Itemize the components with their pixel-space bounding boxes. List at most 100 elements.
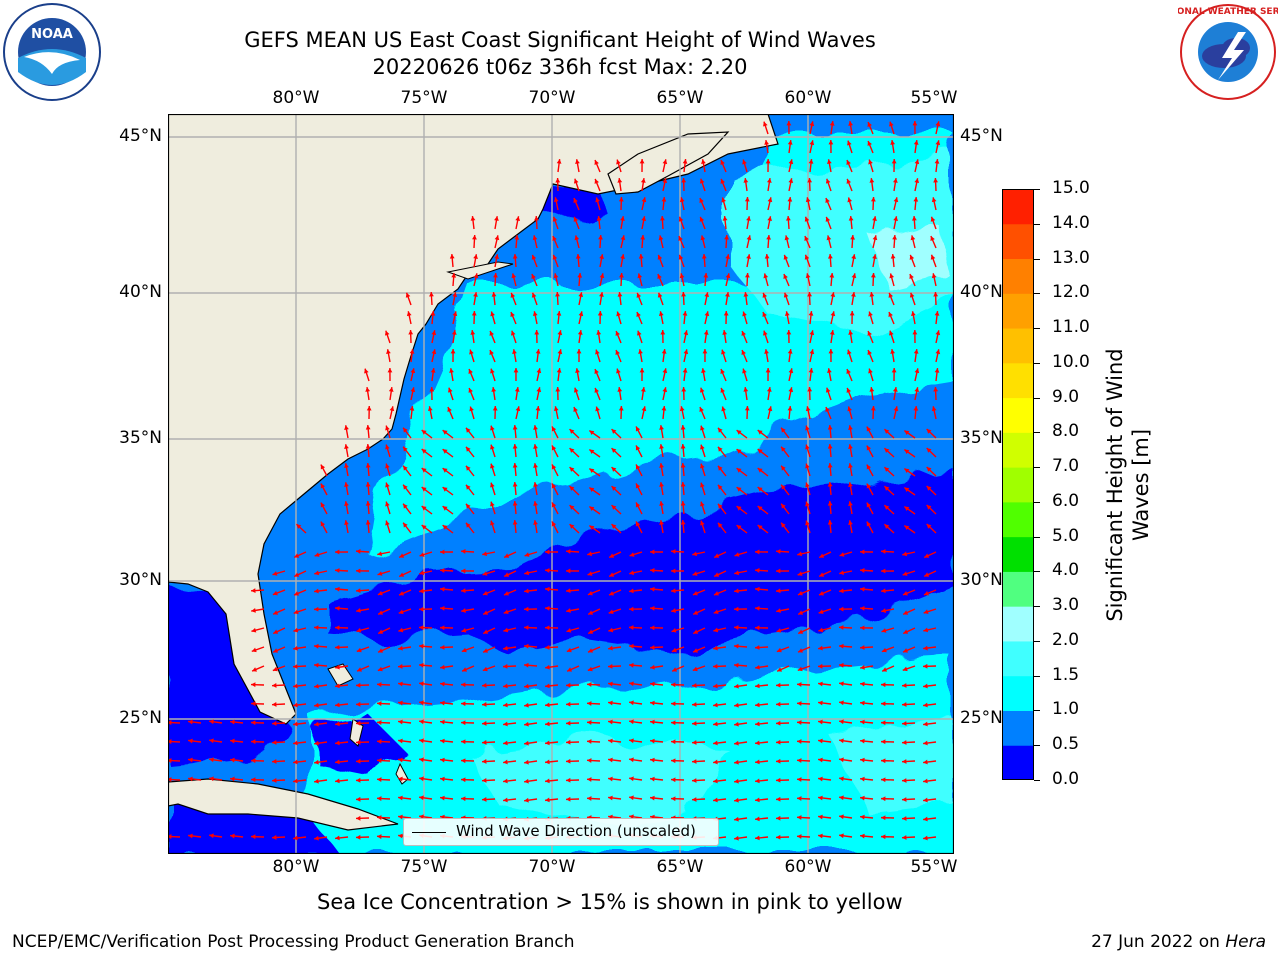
wave-direction-arrowhead bbox=[923, 683, 928, 689]
wave-direction-arrowhead bbox=[419, 552, 425, 557]
wave-direction-arrowhead bbox=[839, 795, 844, 801]
wave-direction-arrowhead bbox=[926, 485, 932, 491]
wave-direction-arrowhead bbox=[385, 425, 390, 431]
wave-direction-arrowhead bbox=[805, 463, 810, 469]
wave-direction-arrowhead bbox=[461, 588, 466, 594]
wave-direction-arrowhead bbox=[440, 568, 445, 573]
wave-direction-arrowhead bbox=[641, 216, 647, 222]
wave-direction-arrowhead bbox=[510, 292, 516, 298]
colorbar-segment bbox=[1002, 606, 1034, 642]
wave-direction-arrowhead bbox=[344, 520, 349, 525]
wave-direction-arrowhead bbox=[629, 757, 634, 763]
wave-direction-arrowhead bbox=[914, 387, 920, 393]
wave-direction-arrowhead bbox=[763, 330, 768, 336]
wave-direction-arrowhead bbox=[717, 446, 723, 452]
wave-direction-arrowhead bbox=[608, 719, 613, 725]
wave-direction-arrowhead bbox=[805, 197, 811, 203]
wave-direction-arrowhead bbox=[490, 501, 495, 507]
wave-direction-arrowhead bbox=[635, 426, 641, 432]
wave-direction-arrowhead bbox=[827, 463, 833, 468]
colorbar-border bbox=[1002, 189, 1034, 780]
wave-direction-arrowhead bbox=[335, 625, 340, 631]
colorbar-segment bbox=[1002, 640, 1034, 677]
wave-direction-arrowhead bbox=[797, 571, 803, 576]
wave-direction-arrowhead bbox=[273, 610, 279, 615]
wave-direction-arrowhead bbox=[629, 552, 635, 557]
wave-direction-arrowhead bbox=[818, 757, 823, 763]
wave-direction-arrowhead bbox=[868, 159, 873, 165]
land-north-america bbox=[168, 114, 779, 725]
wave-direction-arrowhead bbox=[672, 667, 678, 672]
wave-direction-arrowhead bbox=[344, 425, 349, 430]
wave-direction-arrowhead bbox=[650, 757, 655, 763]
wave-direction-arrowhead bbox=[869, 292, 875, 297]
wave-direction-arrowhead bbox=[717, 465, 723, 471]
wave-direction-arrowhead bbox=[828, 140, 834, 145]
wave-direction-arrowhead bbox=[577, 330, 583, 335]
wave-direction-arrowhead bbox=[923, 835, 928, 841]
wave-direction-arrowhead bbox=[403, 503, 408, 509]
wave-direction-arrowhead bbox=[188, 833, 193, 839]
wave-direction-arrowhead bbox=[680, 425, 686, 430]
wave-direction-arrowhead bbox=[406, 311, 412, 317]
wave-direction-arrowhead bbox=[470, 216, 476, 221]
wave-direction-arrowhead bbox=[829, 330, 835, 335]
wave-direction-arrowhead bbox=[629, 625, 634, 630]
wave-direction-arrowhead bbox=[734, 740, 739, 746]
wave-direction-arrowhead bbox=[650, 605, 655, 611]
wave-direction-arrowhead bbox=[818, 814, 823, 820]
wave-direction-arrowhead bbox=[640, 178, 646, 183]
wave-direction-arrowhead bbox=[636, 330, 642, 336]
wave-direction-arrowhead bbox=[787, 406, 793, 411]
wave-direction-arrowhead bbox=[314, 721, 319, 727]
wave-direction-arrowhead bbox=[405, 292, 411, 298]
wave-direction-arrowhead bbox=[683, 349, 689, 355]
wave-direction-arrowhead bbox=[827, 482, 833, 487]
wave-direction-arrowhead bbox=[734, 662, 739, 668]
wave-direction-arrowhead bbox=[587, 590, 593, 596]
wave-direction-arrowhead bbox=[860, 795, 865, 801]
wave-direction-arrowhead bbox=[650, 719, 655, 725]
wave-direction-arrowhead bbox=[827, 368, 832, 373]
wave-direction-arrowhead bbox=[870, 197, 876, 202]
wave-direction-arrowhead bbox=[797, 590, 803, 596]
wave-direction-arrowhead bbox=[536, 368, 542, 374]
wave-direction-arrowhead bbox=[377, 701, 382, 706]
wave-direction-arrowhead bbox=[589, 430, 595, 436]
wave-direction-arrowhead bbox=[188, 776, 193, 782]
wave-direction-arrowhead bbox=[272, 683, 277, 688]
wave-direction-arrowhead bbox=[503, 759, 508, 765]
wave-direction-arrowhead bbox=[827, 425, 833, 430]
wave-direction-arrowhead bbox=[818, 591, 824, 596]
wave-direction-arrowhead bbox=[650, 738, 655, 744]
wave-direction-arrowhead bbox=[713, 797, 718, 803]
wave-direction-arrowhead bbox=[700, 463, 705, 469]
wave-direction-arrowhead bbox=[385, 520, 390, 526]
wave-direction-arrowhead bbox=[743, 178, 749, 183]
wave-direction-arrowhead bbox=[766, 387, 772, 392]
wave-direction-arrowhead bbox=[532, 235, 538, 241]
wave-direction-arrowhead bbox=[344, 482, 349, 487]
legend-line-swatch bbox=[412, 832, 446, 833]
wave-direction-arrowhead bbox=[839, 588, 844, 594]
wave-direction-arrowhead bbox=[399, 572, 405, 577]
wave-direction-arrowhead bbox=[867, 121, 872, 127]
wave-direction-arrowhead bbox=[781, 465, 786, 471]
wave-direction-arrowhead bbox=[860, 549, 865, 555]
wave-direction-arrowhead bbox=[700, 235, 706, 241]
wave-direction-arrowhead bbox=[403, 446, 408, 452]
wave-direction-arrowhead bbox=[786, 121, 792, 126]
footer-date: 27 Jun 2022 on Hera bbox=[1091, 932, 1266, 952]
wave-direction-arrowhead bbox=[714, 553, 720, 558]
wave-direction-arrowhead bbox=[575, 254, 581, 259]
wave-direction-arrowhead bbox=[398, 757, 403, 763]
wave-direction-arrowhead bbox=[722, 330, 728, 335]
wave-direction-arrowhead bbox=[888, 292, 894, 298]
wave-direction-arrowhead bbox=[902, 721, 907, 726]
wave-direction-arrowhead bbox=[934, 368, 940, 373]
wave-direction-arrowhead bbox=[504, 591, 509, 596]
wave-direction-arrowhead bbox=[827, 159, 832, 164]
wave-direction-arrowhead bbox=[839, 662, 844, 668]
wave-direction-arrowhead bbox=[851, 273, 857, 279]
wave-direction-arrowhead bbox=[797, 796, 802, 801]
